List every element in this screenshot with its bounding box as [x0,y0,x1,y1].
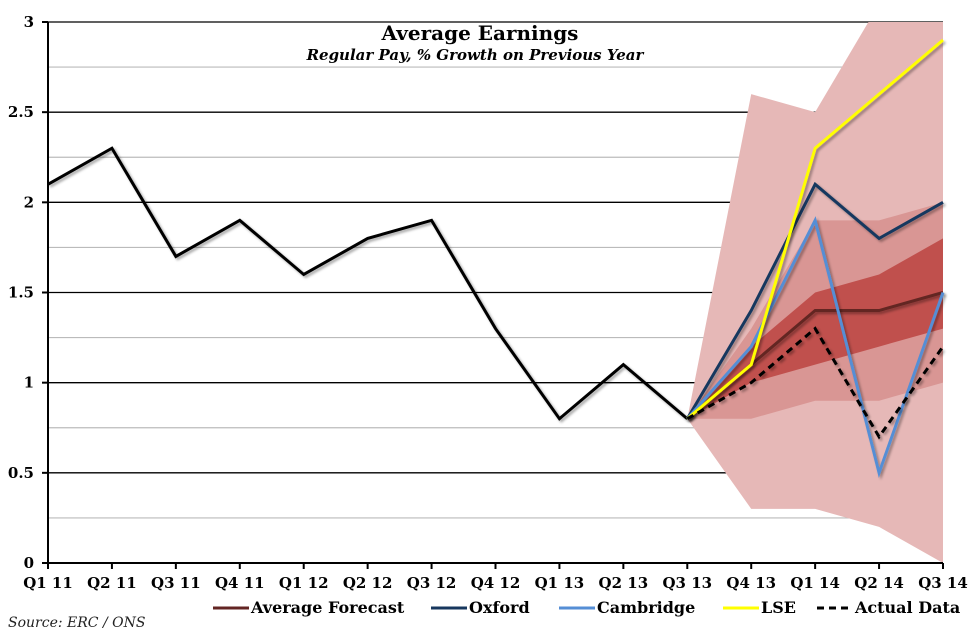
x-tick-label: Q2 14 [854,574,904,592]
x-tick-label: Q1 14 [790,574,840,592]
source-note: Source: ERC / ONS [8,615,145,631]
fan-bands [687,22,943,563]
x-tick-label: Q2 12 [343,574,393,592]
y-tick-label: 1.5 [8,284,34,302]
legend-item-lse[interactable]: LSE [723,598,796,617]
series-lines [47,38,945,478]
x-tick-label: Q3 11 [151,574,201,592]
x-tick-label: Q1 13 [535,574,585,592]
x-tick-label: Q4 11 [215,574,265,592]
legend-item-oxford[interactable]: Oxford [431,598,530,617]
x-tick-label: Q4 12 [471,574,521,592]
legend-label: Average Forecast [250,598,405,617]
y-tick-label: 1 [24,374,34,392]
x-tick-label: Q2 13 [599,574,649,592]
x-tick-label: Q3 14 [918,574,968,592]
legend-label: Cambridge [597,598,695,617]
x-tick-label: Q2 11 [87,574,137,592]
legend-label: Oxford [469,598,530,617]
x-axis-ticks: Q1 11 Q2 11 Q3 11 Q4 11 Q1 12 Q2 12 Q3 12 Q4 12… [23,563,968,592]
chart-title: Average Earnings [381,21,579,45]
legend-label: LSE [761,598,796,617]
y-tick-label: 3 [24,13,34,31]
legend-item-actual-data[interactable]: Actual Data [817,598,960,617]
y-tick-label: 2 [24,193,34,211]
x-tick-label: Q3 12 [407,574,457,592]
series-line-actual-data [686,326,945,440]
y-tick-label: 2.5 [8,103,34,121]
x-tick-label: Q1 11 [23,574,73,592]
y-tick-label: 0.5 [8,464,34,482]
series-line-oxford [685,181,944,420]
legend: Average Forecast Oxford Cambridge LSE Actual… [213,598,960,617]
legend-item-average-forecast[interactable]: Average Forecast [213,598,405,617]
chart-subtitle: Regular Pay, % Growth on Previous Year [306,46,645,64]
legend-item-cambridge[interactable]: Cambridge [559,598,695,617]
x-tick-label: Q4 13 [726,574,776,592]
x-tick-label: Q1 12 [279,574,329,592]
series-line-lse [686,38,944,420]
x-tick-label: Q3 13 [662,574,712,592]
series-line-cambridge [686,216,945,478]
y-tick-label: 0 [24,554,34,572]
series-line-historical [47,146,689,421]
legend-label: Actual Data [854,598,960,617]
y-axis-ticks: 0 0.5 1 1.5 2 2.5 3 [8,13,48,572]
